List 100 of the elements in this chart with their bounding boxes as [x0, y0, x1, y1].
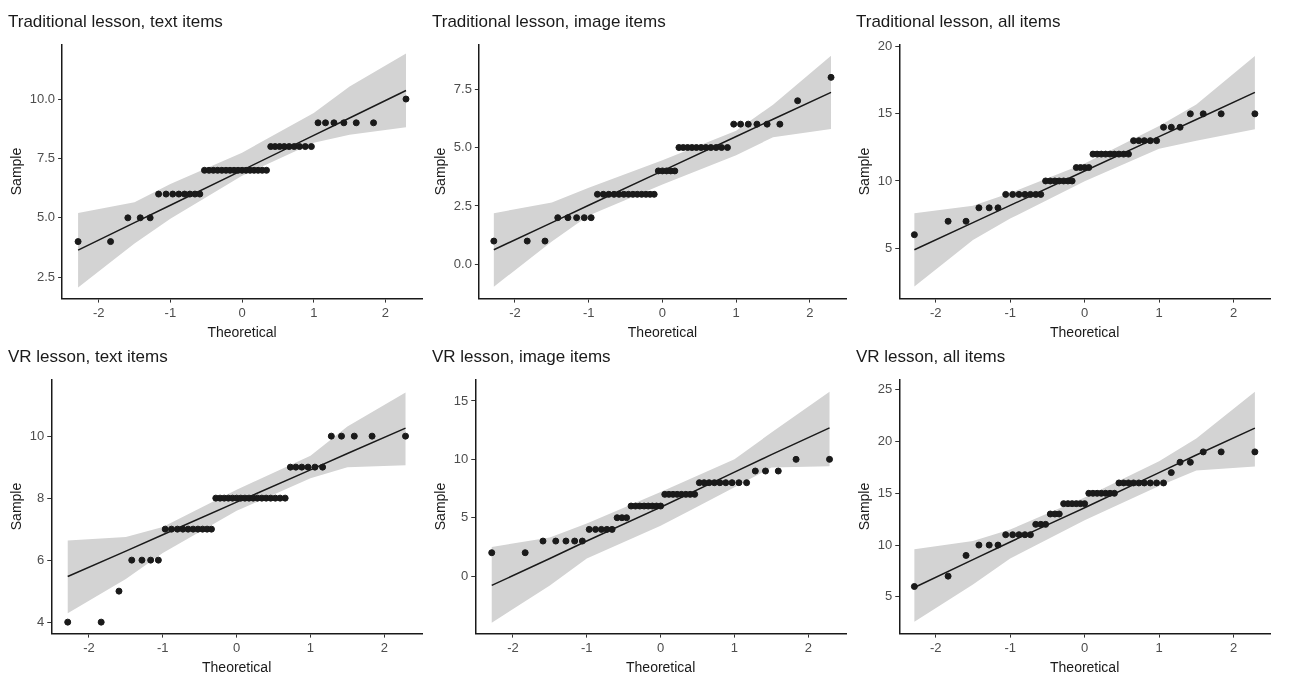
point	[603, 525, 611, 533]
x-tick-label: -1	[157, 639, 169, 655]
point	[985, 204, 993, 212]
y-tick-label: 2.5	[37, 268, 56, 284]
y-tick-label: 15	[877, 105, 893, 121]
point	[730, 120, 738, 128]
point	[138, 556, 146, 564]
point	[975, 204, 983, 212]
x-tick-label: 1	[1155, 304, 1163, 320]
x-tick-label: 1	[310, 304, 318, 320]
point	[1176, 123, 1184, 131]
chart-title: VR lesson, text items	[8, 346, 168, 366]
x-axis-title: Theoretical	[202, 659, 272, 676]
x-tick-label: 1	[1155, 639, 1163, 655]
point	[578, 537, 586, 545]
point	[169, 190, 177, 198]
x-tick-label: -1	[581, 639, 593, 655]
point	[340, 119, 348, 127]
point	[402, 95, 410, 103]
point	[762, 467, 769, 475]
chart-title: Traditional lesson, all items	[856, 11, 1061, 31]
point	[1130, 137, 1138, 145]
point	[710, 479, 718, 487]
point	[1153, 137, 1161, 145]
point	[562, 537, 570, 545]
point	[657, 502, 665, 510]
point	[985, 541, 993, 549]
chart-title: Traditional lesson, text items	[8, 11, 223, 31]
y-tick-label: 2.5	[453, 197, 472, 213]
y-tick-label: 0.0	[453, 256, 472, 272]
x-tick-label: -2	[83, 639, 95, 655]
point	[107, 238, 115, 246]
point	[794, 97, 802, 105]
point	[350, 432, 358, 440]
point	[1140, 137, 1148, 145]
y-tick-label: 5.0	[453, 139, 472, 155]
point	[671, 167, 679, 175]
x-tick-label: 1	[732, 304, 740, 320]
point	[1021, 531, 1029, 539]
x-tick-label: 2	[1229, 304, 1238, 320]
point	[97, 618, 105, 626]
point	[554, 214, 562, 222]
point	[975, 541, 983, 549]
y-tick-label: 10	[877, 172, 893, 188]
point	[718, 144, 726, 152]
point	[571, 537, 579, 545]
x-tick-label: 2	[806, 304, 814, 320]
point	[593, 190, 601, 198]
point	[962, 217, 970, 225]
y-axis-title: Sample	[8, 147, 25, 196]
y-tick-label: 5.0	[37, 209, 56, 225]
point	[1021, 190, 1029, 198]
x-tick-label: 2	[1229, 639, 1238, 655]
point	[298, 463, 306, 471]
x-tick-label: 0	[233, 639, 241, 655]
x-tick-label: -1	[1004, 304, 1016, 320]
point	[735, 479, 743, 487]
point	[541, 237, 549, 245]
x-tick-label: 1	[730, 639, 739, 655]
point	[1135, 479, 1143, 487]
point	[623, 514, 631, 522]
point	[1002, 190, 1010, 198]
x-tick-label: 0	[1081, 304, 1089, 320]
y-tick-label: 20	[877, 433, 893, 449]
y-tick-label: 5	[461, 509, 469, 525]
point	[827, 73, 835, 81]
point	[1037, 190, 1045, 198]
point	[1160, 479, 1168, 487]
y-tick-label: 10	[877, 536, 893, 552]
y-tick-label: 15	[877, 484, 893, 500]
point	[910, 582, 918, 590]
y-axis-title: Sample	[856, 482, 873, 531]
point	[1042, 520, 1050, 528]
x-axis-title: Theoretical	[1050, 659, 1120, 676]
y-axis-title: Sample	[432, 482, 449, 531]
point	[1135, 137, 1143, 145]
point	[944, 572, 952, 580]
x-tick-label: -1	[582, 304, 595, 320]
point	[490, 237, 498, 245]
point	[154, 556, 162, 564]
point	[304, 463, 312, 471]
point	[124, 214, 132, 222]
x-tick-label: 2	[381, 304, 390, 320]
x-tick-label: 2	[804, 639, 812, 655]
point	[753, 120, 761, 128]
point	[402, 432, 410, 440]
point	[74, 238, 82, 246]
y-tick-label: 5	[885, 239, 893, 255]
y-tick-label: 8	[37, 489, 45, 505]
point	[1199, 448, 1207, 456]
x-tick-label: -2	[509, 304, 521, 320]
x-tick-label: -2	[507, 639, 519, 655]
point	[1160, 123, 1168, 131]
point	[286, 463, 294, 471]
point	[196, 190, 204, 198]
x-tick-label: -2	[92, 304, 105, 320]
point	[319, 463, 327, 471]
x-axis-title: Theoretical	[626, 659, 696, 676]
point	[792, 455, 800, 463]
point	[743, 479, 751, 487]
